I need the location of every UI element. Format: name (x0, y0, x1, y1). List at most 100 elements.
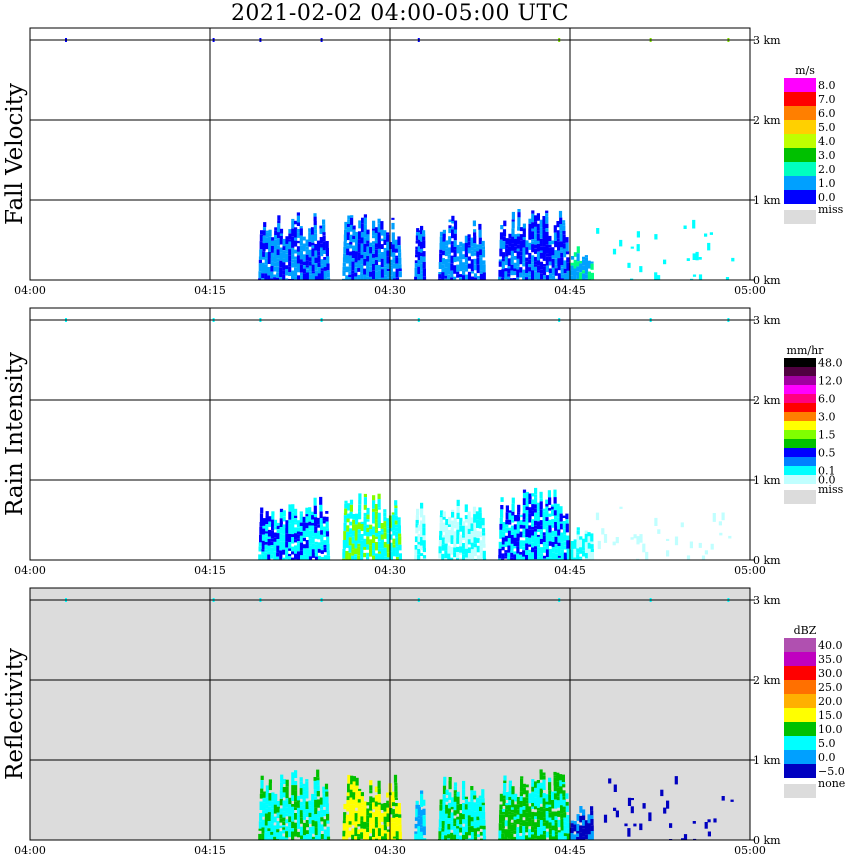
echo-pixel (366, 240, 370, 244)
echo-pixel (349, 800, 353, 805)
echo-pixel (357, 274, 361, 280)
echo-pixel (347, 783, 351, 793)
echo-pixel (398, 553, 402, 560)
echo-pixel (273, 537, 277, 542)
echo-pixel (313, 793, 318, 797)
echo-pixel (264, 828, 268, 833)
echo-pixel (462, 795, 466, 800)
echo-pixel (507, 838, 511, 840)
echo-pixel (477, 278, 481, 280)
echo-pixel (270, 808, 274, 811)
echo-pixel (505, 238, 509, 245)
echo-pixel (363, 217, 367, 225)
echo-pixel (344, 503, 348, 506)
panel-2: 04:00 04:15 04:30 04:45 05:000 km1 km2 km3 k… (2, 307, 844, 577)
echo-pixel (730, 799, 734, 802)
echo-pixel (299, 817, 304, 824)
echo-pixel (415, 808, 419, 818)
echo-pixel (314, 541, 318, 545)
echo-pixel (516, 804, 520, 810)
echo-pixel (504, 837, 508, 840)
echo-pixel (513, 816, 517, 820)
echo-pixel (325, 531, 330, 537)
echo-pixel (573, 275, 577, 280)
echo-pixel (349, 224, 353, 232)
echo-pixel (288, 233, 292, 240)
echo-pixel (355, 798, 359, 802)
echo-pixel (481, 805, 485, 812)
echo-pixel (456, 836, 460, 840)
echo-pixel (372, 823, 376, 829)
echo-pixel (470, 801, 474, 811)
echo-pixel (422, 268, 426, 277)
echo-pixel (383, 239, 387, 245)
echo-pixel (542, 546, 547, 553)
echo-pixel (317, 548, 321, 553)
echo-pixel (560, 247, 564, 251)
echo-pixel (299, 788, 303, 795)
echo-pixel (478, 223, 482, 230)
echo-pixel (499, 814, 503, 824)
echo-pixel (442, 229, 446, 234)
echo-pixel (560, 830, 564, 839)
echo-pixel (417, 815, 421, 819)
echo-pixel (562, 234, 566, 244)
echo-pixel (516, 833, 520, 840)
echo-pixel (317, 810, 321, 818)
echo-pixel (537, 827, 541, 836)
echo-pixel (542, 254, 546, 261)
echo-pixel (294, 545, 298, 554)
echo-pixel (545, 543, 549, 550)
echo-pixel (262, 518, 266, 526)
echo-pixel (453, 793, 457, 796)
echo-pixel (297, 275, 301, 280)
echo-pixel (320, 273, 324, 280)
echo-pixel (311, 793, 315, 802)
echo-pixel (354, 272, 358, 277)
colorbar-label: 7.0 (818, 93, 836, 106)
echo-pixel (444, 259, 448, 268)
echo-pixel (273, 532, 277, 538)
echo-pixel (311, 511, 315, 516)
echo-pixel (273, 800, 278, 805)
echo-pixel (554, 548, 558, 554)
echo-pixel (513, 246, 517, 251)
echo-pixel (291, 795, 295, 801)
echo-pixel (300, 835, 304, 839)
echo-pixel (344, 508, 348, 513)
echo-pixel (459, 824, 463, 828)
echo-pixel (415, 250, 419, 255)
colorbar-label: 25.0 (818, 681, 843, 694)
echo-pixel (261, 551, 265, 555)
echo-pixel (467, 518, 471, 525)
echo-pixel (548, 519, 552, 526)
colorbar-label: 0.0 (818, 474, 836, 487)
echo-pixel (360, 237, 364, 244)
echo-pixel (262, 235, 266, 244)
echo-pixel (511, 221, 515, 229)
echo-pixel (392, 817, 396, 823)
echo-pixel (619, 239, 623, 247)
echo-pixel (481, 249, 486, 258)
echo-pixel (342, 830, 346, 837)
echo-pixel (681, 838, 685, 840)
echo-pixel (383, 816, 387, 825)
echo-pixel (282, 258, 286, 263)
echo-pixel (473, 795, 477, 800)
echo-pixel (288, 814, 292, 817)
echo-pixel (369, 813, 373, 818)
echo-pixel (348, 534, 352, 538)
echo-pixel (563, 248, 567, 258)
echo-pixel (258, 259, 262, 264)
echo-pixel (562, 806, 567, 810)
echo-pixel (548, 799, 552, 805)
echo-pixel (453, 517, 457, 521)
echo-pixel (545, 804, 549, 808)
echo-pixel (282, 262, 286, 271)
echo-pixel (285, 243, 289, 247)
echo-pixel (510, 824, 514, 832)
colorbar-label: 0.1 (818, 465, 836, 478)
echo-pixel (613, 784, 617, 792)
echo-pixel (386, 552, 391, 558)
